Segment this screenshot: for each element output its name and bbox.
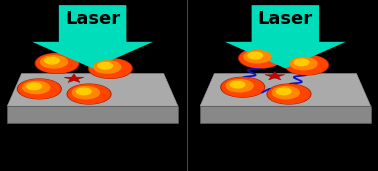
Circle shape [285,55,328,75]
Circle shape [244,51,271,63]
Polygon shape [200,74,371,106]
Circle shape [45,57,59,64]
Circle shape [240,49,281,68]
Circle shape [248,52,263,59]
Text: Laser: Laser [258,10,313,28]
Circle shape [272,87,299,99]
Circle shape [35,53,79,73]
Circle shape [88,58,132,78]
Circle shape [19,80,60,98]
Circle shape [286,56,327,74]
Polygon shape [7,74,178,106]
Circle shape [67,84,111,104]
Circle shape [73,87,99,99]
Circle shape [98,62,113,69]
Circle shape [23,81,50,94]
Circle shape [226,80,253,92]
Circle shape [294,59,309,66]
Polygon shape [64,74,84,82]
Circle shape [90,59,131,78]
Circle shape [239,48,282,68]
Polygon shape [265,71,285,80]
Text: Laser: Laser [65,10,120,28]
Circle shape [40,56,67,68]
Polygon shape [225,5,346,68]
Circle shape [68,85,110,103]
Circle shape [36,54,78,73]
Polygon shape [7,106,178,123]
Circle shape [77,88,91,95]
Circle shape [290,57,317,70]
Polygon shape [32,5,153,68]
Polygon shape [200,106,371,123]
Circle shape [17,79,61,99]
Circle shape [276,88,291,95]
Circle shape [27,83,41,90]
Circle shape [268,85,310,103]
Circle shape [267,84,311,104]
Circle shape [221,77,265,97]
Circle shape [222,78,263,97]
Circle shape [94,61,121,73]
Circle shape [230,81,245,88]
